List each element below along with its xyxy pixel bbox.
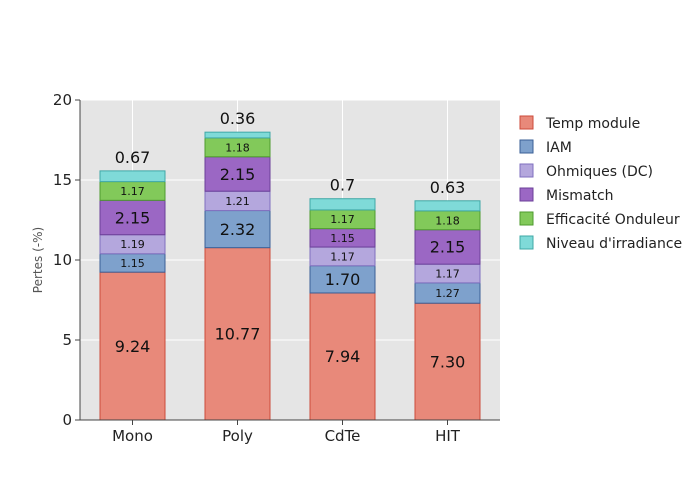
data-label-ohmiques-dc-poly: 1.21 (225, 195, 250, 208)
y-tick-label: 10 (53, 251, 72, 269)
data-label-mismatch-cdte: 1.15 (330, 232, 355, 245)
y-axis-label: Pertes (-%) (31, 227, 45, 293)
bar-iam-cdte (309, 265, 376, 294)
data-labels: 9.24 1.15 1.19 2.15 1.17 0.67 10.77 2.32 1.21 2.1… (115, 109, 466, 371)
legend-swatch-temp-module (519, 115, 534, 130)
data-label-mismatch-mono: 2.15 (115, 208, 151, 227)
bars (99, 131, 481, 421)
x-tick-label: CdTe (325, 427, 361, 445)
data-label-mismatch-poly: 2.15 (220, 165, 256, 184)
data-label-efficacite-onduleur-cdte: 1.17 (330, 213, 355, 226)
bar-mismatch-mono (99, 199, 166, 236)
data-label-efficacite-onduleur-mono: 1.17 (120, 185, 145, 198)
legend-label-mismatch: Mismatch (546, 188, 614, 204)
axes: 0 5 10 15 20 Mono Poly CdTe HIT (53, 91, 500, 445)
y-tick-label: 20 (53, 91, 72, 109)
legend-swatch-mismatch (519, 187, 534, 202)
data-label-mismatch-hit: 2.15 (430, 238, 466, 257)
x-tick-label: HIT (435, 427, 461, 445)
bar-temp-module-mono (99, 271, 166, 421)
legend-label-efficacite-onduleur: Efficacité Onduleur (546, 212, 680, 228)
data-label-iam-cdte: 1.70 (325, 270, 361, 289)
data-label-temp-module-hit: 7.30 (430, 352, 466, 371)
data-label-niveau-d-irradiance-cdte: 0.7 (330, 176, 355, 195)
bar-iam-poly (204, 210, 271, 249)
data-label-ohmiques-dc-hit: 1.17 (435, 267, 460, 280)
y-tick-label: 5 (62, 331, 72, 349)
data-label-niveau-d-irradiance-poly: 0.36 (220, 109, 256, 128)
legend: Temp module IAM Ohmiques (DC) Mismatch Effic… (519, 115, 682, 252)
data-label-niveau-d-irradiance-mono: 0.67 (115, 148, 151, 167)
data-label-iam-mono: 1.15 (120, 257, 145, 270)
x-tick-label: Poly (222, 427, 253, 445)
legend-label-niveau-d-irradiance: Niveau d'irradiance (546, 236, 682, 252)
bar-temp-module-poly (204, 247, 271, 421)
x-tick-label: Mono (112, 427, 153, 445)
legend-swatch-ohmiques-dc (519, 163, 534, 178)
data-label-iam-hit: 1.27 (435, 287, 460, 300)
data-label-niveau-d-irradiance-hit: 0.63 (430, 178, 466, 197)
data-label-ohmiques-dc-mono: 1.19 (120, 238, 145, 251)
bar-niveau-d-irradiance-cdte (309, 198, 376, 211)
data-label-efficacite-onduleur-poly: 1.18 (225, 141, 250, 154)
data-label-ohmiques-dc-cdte: 1.17 (330, 250, 355, 263)
y-tick-label: 0 (62, 411, 72, 429)
bar-niveau-d-irradiance-poly (204, 131, 271, 139)
data-label-efficacite-onduleur-hit: 1.18 (435, 214, 460, 227)
bar-niveau-d-irradiance-hit (414, 200, 481, 212)
y-tick-label: 15 (53, 171, 72, 189)
bar-mismatch-hit (414, 229, 481, 265)
data-label-temp-module-mono: 9.24 (115, 337, 151, 356)
legend-swatch-niveau-d-irradiance (519, 235, 534, 250)
data-label-temp-module-poly: 10.77 (215, 325, 261, 344)
legend-label-ohmiques-dc: Ohmiques (DC) (546, 164, 653, 180)
data-label-temp-module-cdte: 7.94 (325, 347, 361, 366)
legend-swatch-efficacite-onduleur (519, 211, 534, 226)
legend-label-temp-module: Temp module (545, 116, 640, 132)
legend-label-iam: IAM (546, 140, 572, 156)
data-label-iam-poly: 2.32 (220, 220, 256, 239)
bar-temp-module-cdte (309, 292, 376, 421)
legend-swatch-iam (519, 139, 534, 154)
bar-niveau-d-irradiance-mono (99, 170, 166, 183)
